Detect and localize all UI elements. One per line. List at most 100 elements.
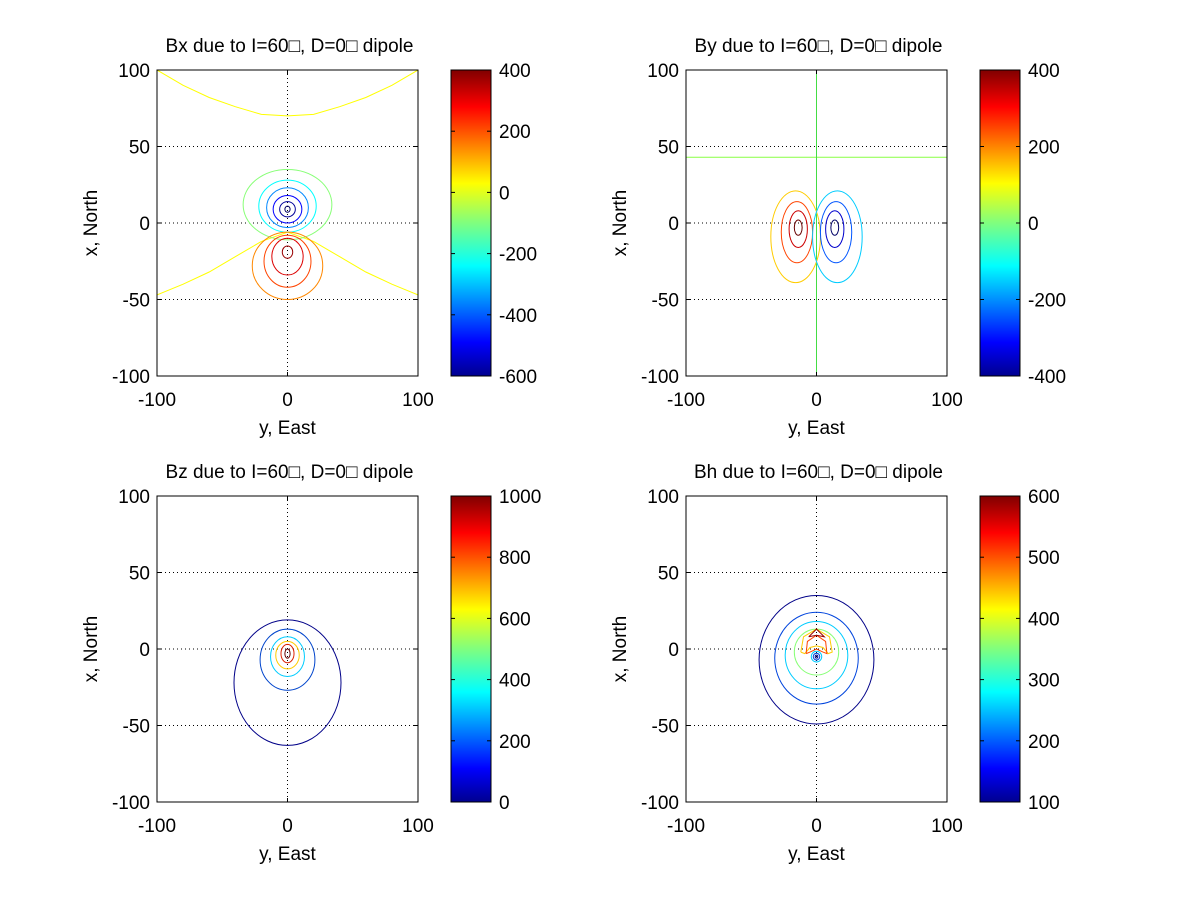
contour-pos-level-4 [793,219,803,236]
y-tick-label: -100 [641,367,679,388]
x-tick-label: 0 [811,390,822,411]
contour-neg-level-3 [825,210,845,248]
contour-level-3 [784,620,849,690]
contour-neg-level-2 [819,201,853,264]
contour-pos-level-3 [271,237,304,276]
x-tick-label: 100 [931,816,963,837]
chart-title: Bh due to I=60□, D=0□ dipole [694,462,943,483]
colorbar-tick-label: 400 [1028,609,1060,630]
colorbar-tick-label: 300 [1028,671,1060,692]
x-tick-label: 0 [282,816,293,837]
chart-panel-2: -100 0 100 -100 -50 0 50 100 By due to I=60□, D=… [610,36,1066,439]
y-tick-label: -100 [112,367,150,388]
x-tick-label: 100 [402,390,434,411]
contour-pos-level-4 [281,245,294,259]
colorbar-tick-label: 0 [1028,214,1039,235]
contour-level-1 [758,594,875,725]
colorbar-tick-label: -200 [1028,291,1066,312]
colorbar-tick-label: 800 [499,548,531,569]
y-tick-label: 0 [668,640,679,661]
x-tick-label: 0 [282,390,293,411]
contour-pos-level-1 [251,231,324,300]
chart-title: Bz due to I=60□, D=0□ dipole [166,462,414,483]
y-tick-label: 100 [647,487,679,508]
y-tick-label: -100 [641,793,679,814]
colorbar [979,495,1021,803]
colorbar [979,69,1021,377]
chart-panel-3: -100 0 100 -100 -50 0 50 100 Bz due to I=60□, D=… [81,462,541,865]
colorbar-tick-label: 100 [1028,793,1060,814]
colorbar-tick-label: -600 [499,367,537,388]
colorbar-tick-label: 200 [499,732,531,753]
contour-neg-level-4 [272,194,303,224]
x-tick-label: 100 [931,390,963,411]
x-tick-label: -100 [667,390,705,411]
contour-level-3 [270,636,305,678]
contour-level-upper-arch [157,70,418,117]
contour-min-ring-2 [812,652,821,661]
x-tick-label: 100 [402,816,434,837]
y-tick-label: -50 [652,291,679,312]
colorbar-tick-label: 0 [499,793,510,814]
contour-level-6-horseshoe [805,634,828,655]
y-tick-label: 50 [129,138,150,159]
contour-neg-level-1 [812,190,863,284]
chart-panel-4: -100 0 100 -100 -50 0 50 100 Bh due to I=60□, D=… [610,462,1060,865]
y-tick-label: -50 [123,291,150,312]
x-tick-label: 0 [811,816,822,837]
x-axis-label: y, East [259,418,316,439]
y-axis-label: x, North [81,190,102,257]
colorbar [450,495,492,803]
chart-title: Bx due to I=60□, D=0□ dipole [166,36,414,57]
contour-pos-level-3 [788,210,808,248]
colorbar-tick-label: 0 [499,183,510,204]
colorbar [450,69,492,377]
colorbar-tick-label: 500 [1028,548,1060,569]
colorbar-tick-label: 1000 [499,487,541,508]
contour-neg-level-4 [830,219,840,236]
y-axis-label: x, North [81,616,102,683]
y-tick-label: -100 [112,793,150,814]
colorbar-tick-label: 600 [499,609,531,630]
contour-level-1 [233,619,342,746]
y-tick-label: 50 [658,564,679,585]
y-tick-label: 50 [658,138,679,159]
contour-level-5 [280,643,295,664]
x-tick-label: -100 [138,390,176,411]
colorbar-tick-label: 200 [499,122,531,143]
colorbar-tick-label: 600 [1028,487,1060,508]
contour-level-6 [284,648,291,659]
colorbar-tick-label: 400 [499,671,531,692]
contour-level-4 [275,640,300,670]
colorbar-tick-label: -200 [499,245,537,266]
chart-title: By due to I=60□, D=0□ dipole [695,36,943,57]
contour-level-5-horseshoe [800,628,833,655]
y-tick-label: 100 [118,61,150,82]
x-axis-label: y, East [259,844,316,865]
y-tick-label: 100 [647,61,679,82]
y-tick-label: -50 [652,717,679,738]
y-axis-label: x, North [610,616,631,683]
y-tick-label: 0 [139,214,150,235]
x-tick-label: -100 [667,816,705,837]
y-tick-label: 100 [118,487,150,508]
x-axis-label: y, East [788,418,845,439]
contour-min-ring-3 [814,654,819,659]
contour-level-2 [259,628,316,691]
contour-neg-level-5 [279,201,296,218]
y-tick-label: -50 [123,717,150,738]
colorbar-tick-label: 200 [1028,138,1060,159]
contour-level-lower-curve [157,231,418,296]
contour-level-2 [774,611,859,705]
contour-min-ring-1 [810,650,823,663]
contour-neg-level-1 [242,168,333,241]
y-tick-label: 50 [129,564,150,585]
contour-pos-level-2 [263,234,312,288]
x-axis-label: y, East [788,844,845,865]
colorbar-tick-label: -400 [499,306,537,327]
colorbar-tick-label: 400 [1028,61,1060,82]
y-axis-label: x, North [610,190,631,257]
contour-neg-level-3 [266,187,309,229]
colorbar-tick-label: -400 [1028,367,1066,388]
